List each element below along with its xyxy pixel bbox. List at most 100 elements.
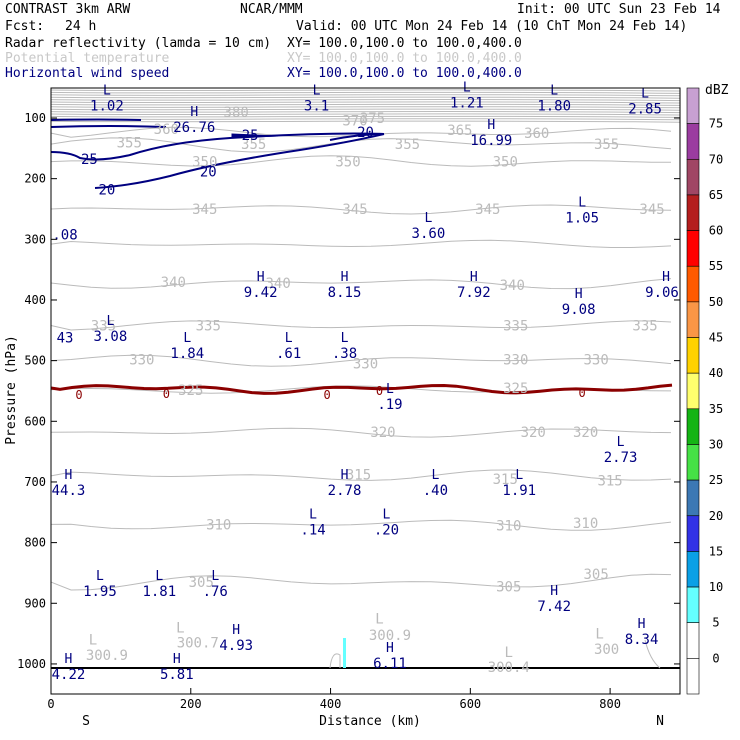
colorbar-tick-label: 55 [709,259,723,273]
theta-label: 310 [496,519,521,535]
wind-extremum-value: 3.08 [94,329,128,345]
wind-extremum-value: 9.08 [562,302,596,318]
theta-contour [50,204,672,215]
theta-contour [50,573,672,591]
theta-label: 350 [335,155,360,171]
theta-contour [50,427,672,438]
theta-contour [50,106,681,109]
wind-contour-25 [50,125,167,128]
wind-extremum-value: 9.42 [244,285,278,301]
reflectivity-contour-label: 0 [579,386,586,400]
colorbar-swatch [686,586,700,624]
wind-extremum-marker: H [65,468,73,483]
field-reflectivity-xy: XY= 100.0,100.0 to 100.0,400.0 [287,36,522,51]
theta-label: 320 [370,425,395,441]
reflectivity-zero-contour [50,383,680,669]
wind-extremum-value: .19 [377,397,402,413]
wind-extremum-marker: H [232,623,240,638]
colorbar-tick-label: 20 [709,509,723,523]
wind-extremum-value: 8.15 [328,285,362,301]
theta-label: 325 [178,383,203,399]
theta-label: 315 [493,472,518,488]
theta-surface-label: 300.9 [86,648,128,664]
theta-label: 345 [639,202,664,218]
theta-label: 340 [265,276,290,292]
y-tick-label: 900 [24,596,46,610]
colorbar-swatch [686,444,700,481]
wind-extremum-value: 2.78 [328,483,362,499]
theta-label: 345 [475,202,500,218]
colorbar-swatch [686,372,700,410]
wind-extremum-marker: L [183,331,191,346]
theta-label: 305 [583,567,608,583]
wind-extremum-value: 1.84 [170,346,204,362]
wind-extremum-marker: H [575,287,583,302]
theta-label: 335 [632,318,657,334]
fcst-value: 24 h [65,19,96,34]
theta-label: 370 [342,113,367,129]
wind-contour-label: 25 [242,128,259,144]
theta-contour [50,91,681,94]
wind-contour-label: 25 [81,152,98,168]
wind-extremum-value: .61 [276,346,301,362]
theta-label: 355 [241,137,266,153]
theta-label: 330 [353,357,378,373]
y-tick-label: 300 [24,232,46,246]
y-tick-label: 700 [24,475,46,489]
wind-extremum-marker: H [487,118,495,133]
wind-contour-25 [50,118,142,121]
theta-low-marker: L [89,633,97,649]
theta-label: 360 [524,126,549,142]
theta-label: 355 [117,135,142,151]
x-tick-label: 200 [180,697,202,711]
field-wind-xy: XY= 100.0,100.0 to 100.0,400.0 [287,66,522,81]
theta-label: 335 [503,318,528,334]
reflectivity-cell [343,638,346,668]
theta-label: 330 [129,352,154,368]
wind-extremum-value: .14 [300,523,325,539]
wind-extremum-value: 9.06 [645,285,679,301]
x-axis-label: Distance (km) [319,714,421,729]
theta-contour [50,320,672,331]
theta-low-marker: L [375,611,383,627]
colorbar-tick-label: 40 [709,366,723,380]
colorbar-tick-label: 65 [709,188,723,202]
wind-contour-25 [50,132,385,161]
colorbar-swatch [686,158,700,196]
wind-extremum-value: .20 [374,523,399,539]
theta-label: 360 [154,122,179,138]
wind-contour-label: 20 [200,164,217,180]
wind-extremum-marker: L [211,569,219,584]
wind-extremum-marker: L [641,87,649,102]
wind-extremum-marker: L [309,508,317,523]
wind-extremum-marker: L [578,195,586,210]
theta-contour [50,103,681,106]
wind-extremum-marker: H [341,270,349,285]
colorbar-swatch [686,194,700,231]
wind-extremum-marker: L [285,331,293,346]
wind-extremum-marker: L [424,211,432,226]
wind-extremum-value: 1.91 [502,483,536,499]
theta-label: 345 [342,202,367,218]
colorbar-swatch [686,265,700,303]
theta-contour [50,110,681,114]
theta-contour [50,94,681,97]
theta-label: 345 [192,202,217,218]
theta-contour [50,120,681,123]
wind-extremum-value: .40 [423,483,448,499]
wind-extremum-value: .08 [52,227,77,243]
wind-extremum-marker: L [617,435,625,450]
theta-label: 380 [224,105,249,121]
wind-extremum-marker: L [106,314,114,329]
colorbar-swatch [686,123,700,160]
wind-extremum-marker: L [386,382,394,397]
colorbar-tick-label: 35 [709,402,723,416]
theta-contour [50,239,672,248]
colorbar-swatch [686,658,700,695]
y-tick-label: 200 [24,172,46,186]
wind-extremum-marker: L [550,84,558,99]
colorbar-tick-label: 30 [709,437,723,451]
theta-label: 365 [447,123,472,139]
